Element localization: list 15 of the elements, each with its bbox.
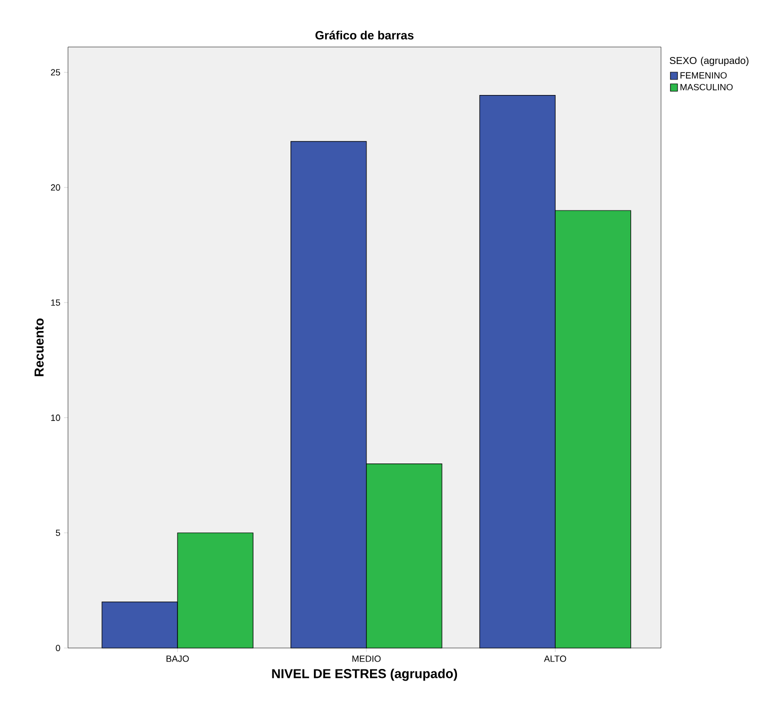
x-tick-label: ALTO — [544, 656, 566, 662]
y-tick-label: 10 — [51, 414, 60, 421]
y-axis-title: Recuento — [34, 318, 44, 376]
y-tick-label: 15 — [51, 299, 60, 306]
chart-title: Gráfico de barras — [315, 30, 414, 40]
x-tick-label: BAJO — [166, 656, 189, 662]
legend-label: MASCULINO — [680, 84, 733, 90]
legend-title: SEXO (agrupado) — [670, 56, 748, 66]
y-tick-label: 5 — [56, 530, 60, 536]
x-tick-label: MEDIO — [352, 656, 381, 662]
y-tick-label: 25 — [50, 69, 60, 76]
legend-label: FEMENINO — [680, 72, 727, 79]
x-axis-title: NIVEL DE ESTRES (agrupado) — [272, 668, 458, 681]
y-tick-label: 20 — [50, 184, 60, 191]
y-tick-label: 0 — [56, 644, 60, 652]
